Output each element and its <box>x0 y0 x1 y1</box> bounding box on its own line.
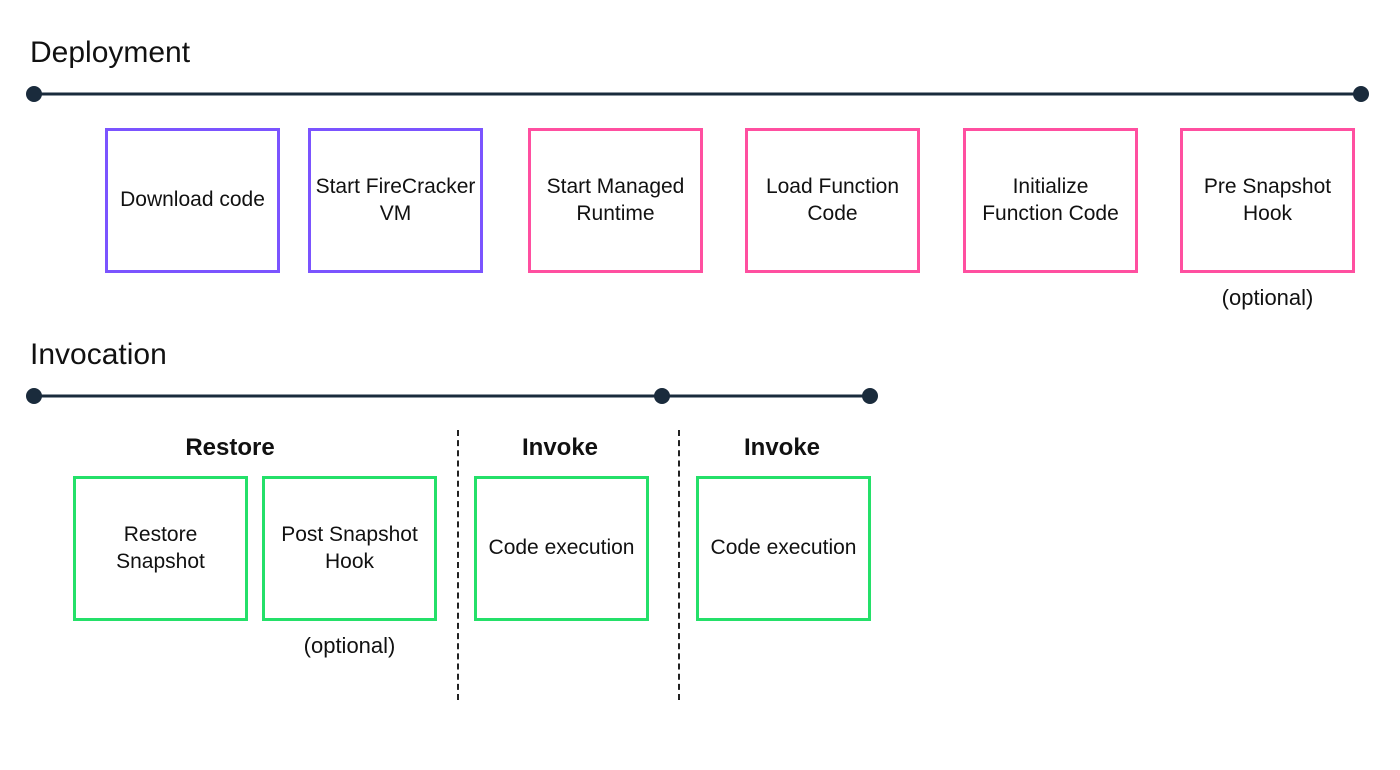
post-snapshot-hook-annot: (optional) <box>262 633 437 659</box>
pre-snapshot-hook-box: Pre Snapshot Hook <box>1180 128 1355 273</box>
timeline-dot <box>26 86 42 102</box>
timeline-bar <box>34 395 870 398</box>
init-code-label: Initialize Function Code <box>970 174 1131 227</box>
start-firecracker-box: Start FireCracker VM <box>308 128 483 273</box>
pre-snapshot-hook-label: Pre Snapshot Hook <box>1187 174 1348 227</box>
invoke-1-section-label: Invoke <box>480 434 640 462</box>
section-divider <box>678 430 680 700</box>
invocation-title: Invocation <box>30 338 1370 372</box>
section-divider <box>457 430 459 700</box>
timeline-bar <box>34 93 1361 96</box>
code-exec-1-label: Code execution <box>489 535 635 561</box>
download-code-box: Download code <box>105 128 280 273</box>
start-firecracker-label: Start FireCracker VM <box>315 174 476 227</box>
restore-snapshot-box: Restore Snapshot <box>73 476 248 621</box>
post-snapshot-hook-label: Post Snapshot Hook <box>269 522 430 575</box>
invoke-2-section-label: Invoke <box>702 434 862 462</box>
post-snapshot-hook-box: Post Snapshot Hook <box>262 476 437 621</box>
load-code-box: Load Function Code <box>745 128 920 273</box>
invocation-section: Invocation Restore Restore Snapshot Post S… <box>30 338 1370 720</box>
pre-snapshot-hook-annot: (optional) <box>1180 285 1355 311</box>
init-code-box: Initialize Function Code <box>963 128 1138 273</box>
timeline-dot <box>1353 86 1369 102</box>
load-code-label: Load Function Code <box>752 174 913 227</box>
restore-section-label: Restore <box>150 434 310 462</box>
start-runtime-label: Start Managed Runtime <box>535 174 696 227</box>
code-exec-1-box: Code execution <box>474 476 649 621</box>
code-exec-2-box: Code execution <box>696 476 871 621</box>
start-runtime-box: Start Managed Runtime <box>528 128 703 273</box>
restore-snapshot-label: Restore Snapshot <box>80 522 241 575</box>
deployment-section: Deployment Download code Start FireCracke… <box>30 36 1370 328</box>
deployment-timeline <box>30 84 1370 104</box>
timeline-dot <box>26 388 42 404</box>
timeline-dot <box>654 388 670 404</box>
deployment-boxes-row: Download code Start FireCracker VM Start M… <box>30 128 1370 328</box>
download-code-label: Download code <box>120 187 265 213</box>
deployment-title: Deployment <box>30 36 1370 70</box>
invocation-boxes-row: Restore Restore Snapshot Post Snapshot Hoo… <box>30 430 1370 720</box>
invocation-timeline <box>30 386 1370 406</box>
timeline-dot <box>862 388 878 404</box>
code-exec-2-label: Code execution <box>711 535 857 561</box>
